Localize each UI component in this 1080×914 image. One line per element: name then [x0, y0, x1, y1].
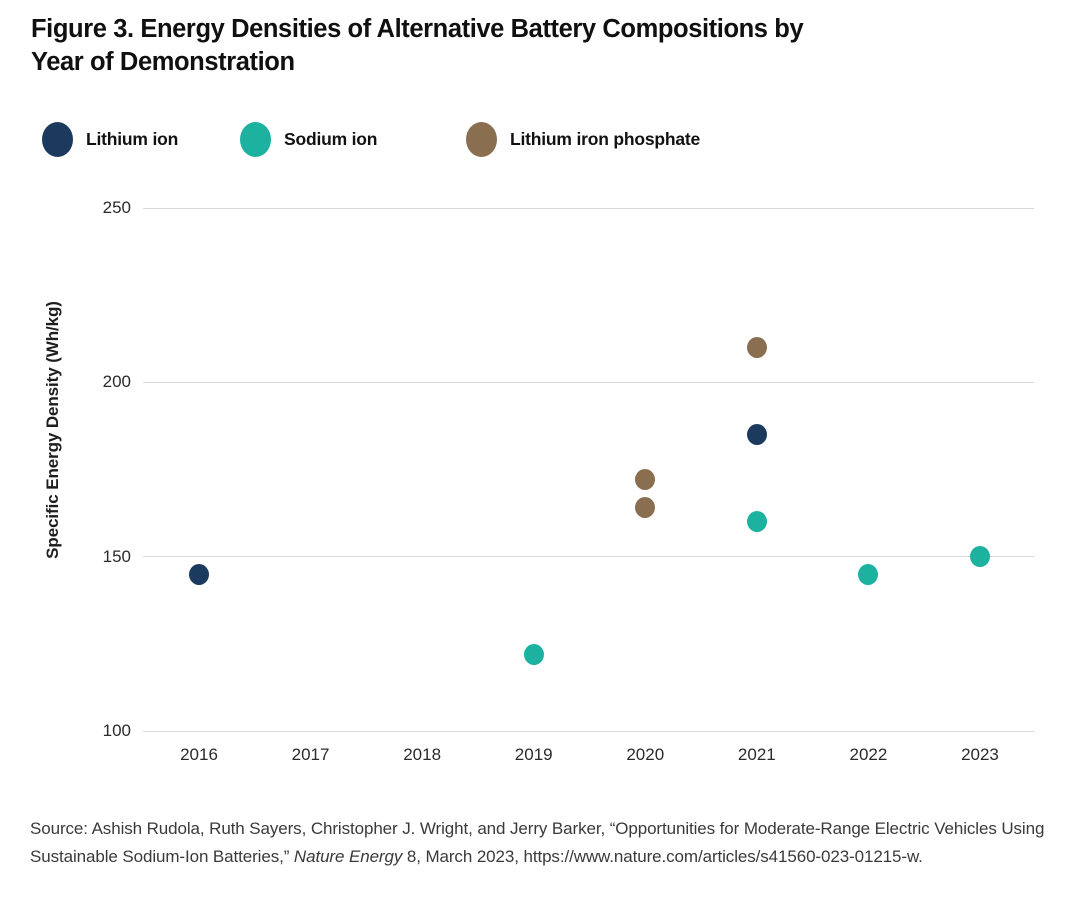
y-tick-label-150: 150 — [102, 546, 131, 566]
x-tick-label-2022: 2022 — [849, 745, 888, 764]
data-point-lithium-ion-2021 — [746, 424, 767, 446]
source-journal-name: Nature Energy — [293, 846, 403, 866]
x-tick-label-2017: 2017 — [291, 745, 330, 764]
y-tick-label-100: 100 — [102, 721, 131, 740]
data-point-sodium-ion-2019 — [523, 643, 544, 665]
gridline-100 — [143, 730, 1034, 732]
lithium-iron-phosphate-legend-dot-icon — [466, 121, 497, 157]
figure-title: Figure 3. Energy Densities of Alternativ… — [31, 13, 931, 79]
data-point-sodium-ion-2022 — [858, 563, 879, 585]
legend-item-lithium-iron-phosphate: Lithium iron phosphate — [466, 121, 700, 157]
x-tick-label-2023: 2023 — [961, 745, 999, 764]
gridline-250 — [143, 207, 1034, 209]
x-tick-label-2018: 2018 — [403, 745, 442, 764]
figure-title-line-1: Figure 3. Energy Densities of Alternativ… — [31, 15, 804, 43]
legend-label-sodium-ion: Sodium ion — [284, 128, 378, 149]
y-tick-label-250: 250 — [102, 198, 131, 217]
x-tick-label-2016: 2016 — [180, 745, 218, 764]
data-point-lithium-ion-2016 — [189, 563, 209, 585]
data-point-sodium-ion-2021 — [746, 511, 767, 533]
x-tick-label-2021: 2021 — [737, 745, 776, 764]
legend-item-sodium-ion: Sodium ion — [240, 121, 377, 157]
y-axis-title: Specific Energy Density (Wh/kg) — [43, 301, 62, 559]
data-point-lithium-iron-phosphate-2020 — [635, 497, 656, 519]
source-text-prefix: Source: Ashish Rudola, Ruth Sayers, Chri… — [30, 819, 1045, 866]
data-point-lithium-iron-phosphate-2021 — [746, 336, 767, 358]
source-citation: Source: Ashish Rudola, Ruth Sayers, Chri… — [30, 815, 1050, 870]
gridline-200 — [143, 381, 1034, 383]
source-text-suffix: 8, March 2023, https://www.nature.com/ar… — [402, 846, 923, 866]
legend-label-lithium-ion: Lithium ion — [86, 128, 179, 149]
data-point-sodium-ion-2023 — [969, 546, 990, 568]
y-tick-label-200: 200 — [102, 372, 131, 392]
gridline-150 — [143, 556, 1034, 558]
x-tick-label-2019: 2019 — [514, 745, 553, 764]
legend-label-lithium-iron-phosphate: Lithium iron phosphate — [510, 128, 701, 149]
sodium-ion-legend-dot-icon — [240, 121, 271, 157]
legend-item-lithium-ion: Lithium ion — [42, 121, 178, 157]
data-point-lithium-iron-phosphate-2020 — [635, 469, 656, 491]
lithium-ion-legend-dot-icon — [42, 121, 73, 157]
x-tick-label-2020: 2020 — [626, 745, 665, 764]
figure-title-line-2: Year of Demonstration — [31, 48, 295, 76]
